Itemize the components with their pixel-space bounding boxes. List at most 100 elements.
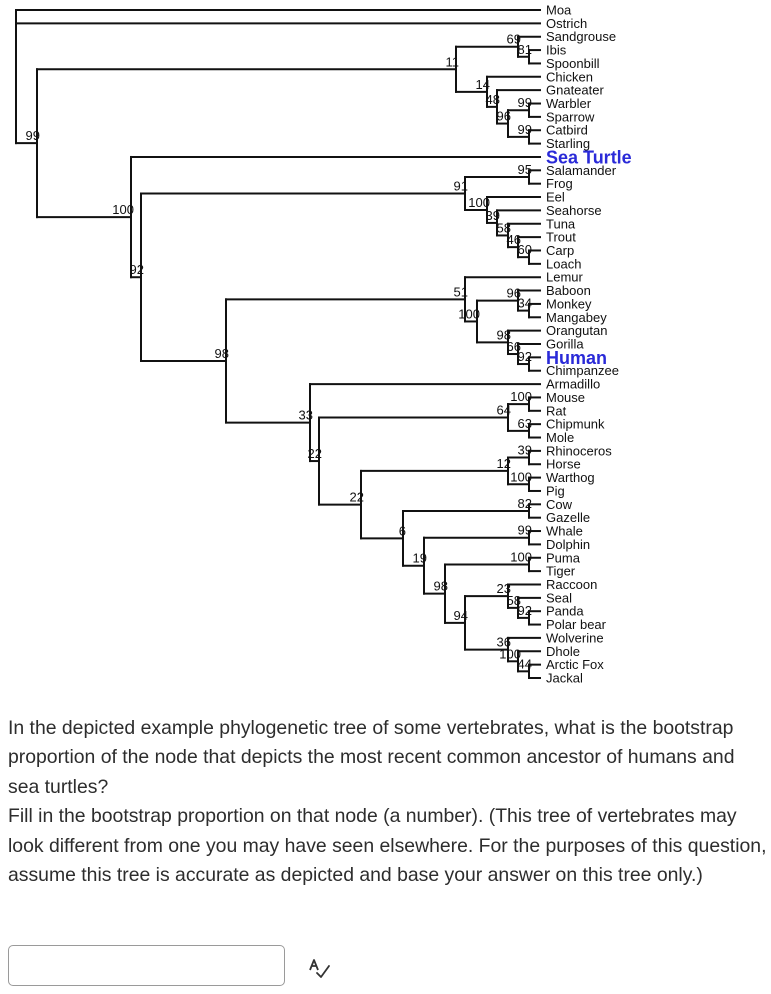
leaf-label-cow: Cow (546, 497, 573, 512)
leaf-label-gnateater: Gnateater (546, 83, 604, 98)
leaf-label-chipmunk: Chipmunk (546, 417, 605, 432)
leaf-label-orangutan: Orangutan (546, 323, 607, 338)
spellcheck-icon[interactable] (308, 958, 332, 980)
leaf-label-puma: Puma (546, 550, 581, 565)
bootstrap-label: 92 (130, 262, 144, 277)
leaf-label-baboon: Baboon (546, 283, 591, 298)
leaf-label-spoonbill: Spoonbill (546, 56, 600, 71)
bootstrap-label: 34 (518, 296, 532, 311)
leaf-label-mole: Mole (546, 430, 574, 445)
leaf-label-chicken: Chicken (546, 69, 593, 84)
leaf-label-dhole: Dhole (546, 644, 580, 659)
leaf-label-polar-bear: Polar bear (546, 617, 607, 632)
bootstrap-label: 95 (518, 162, 532, 177)
leaf-label-raccoon: Raccoon (546, 577, 597, 592)
leaf-label-dolphin: Dolphin (546, 537, 590, 552)
leaf-label-horse: Horse (546, 457, 581, 472)
bootstrap-label: 63 (518, 416, 532, 431)
bootstrap-label: 48 (486, 92, 500, 107)
bootstrap-label: 66 (507, 339, 521, 354)
bootstrap-label: 100 (468, 195, 490, 210)
bootstrap-label: 58 (507, 593, 521, 608)
bootstrap-label: 91 (454, 178, 468, 193)
bootstrap-label: 14 (476, 77, 490, 92)
bootstrap-label: 100 (510, 549, 532, 564)
bootstrap-label: 99 (518, 523, 532, 538)
bootstrap-label: 23 (497, 581, 511, 596)
bootstrap-label: 51 (454, 284, 468, 299)
bootstrap-label: 44 (518, 656, 532, 671)
leaf-label-carp: Carp (546, 243, 574, 258)
leaf-label-warthog: Warthog (546, 470, 595, 485)
leaf-label-seahorse: Seahorse (546, 203, 602, 218)
bootstrap-label: 64 (497, 402, 511, 417)
leaf-label-tuna: Tuna (546, 216, 576, 231)
leaf-label-chimpanzee: Chimpanzee (546, 363, 619, 378)
bootstrap-label: 100 (510, 389, 532, 404)
bootstrap-label: 6 (399, 523, 406, 538)
leaf-label-seal: Seal (546, 590, 572, 605)
leaf-label-frog: Frog (546, 176, 573, 191)
bootstrap-label: 96 (507, 286, 521, 301)
bootstrap-label: 100 (112, 202, 134, 217)
leaf-label-mangabey: Mangabey (546, 310, 607, 325)
phylogenetic-tree: MoaOstrichSandgrouseIbisSpoonbillChicken… (15, 3, 632, 686)
leaf-label-sea-turtle: Sea Turtle (546, 147, 632, 167)
question-text: In the depicted example phylogenetic tre… (8, 714, 770, 890)
leaf-label-salamander: Salamander (546, 163, 617, 178)
leaf-label-sandgrouse: Sandgrouse (546, 29, 616, 44)
bootstrap-label: 22 (350, 490, 364, 505)
question-paragraph-2: Fill in the bootstrap proportion on that… (8, 805, 767, 887)
bootstrap-label: 98 (497, 327, 511, 342)
bootstrap-label: 60 (518, 242, 532, 257)
leaf-label-moa: Moa (546, 3, 572, 18)
bootstrap-label: 100 (510, 469, 532, 484)
bootstrap-label: 98 (215, 346, 229, 361)
leaf-label-panda: Panda (546, 604, 584, 619)
leaf-label-jackal: Jackal (546, 671, 583, 686)
bootstrap-label: 33 (299, 408, 313, 423)
bootstrap-label: 11 (446, 54, 460, 69)
bootstrap-label: 19 (413, 551, 427, 566)
bootstrap-label: 94 (454, 608, 468, 623)
leaf-label-gazelle: Gazelle (546, 510, 590, 525)
leaf-label-rat: Rat (546, 403, 567, 418)
bootstrap-label: 36 (497, 635, 511, 650)
leaf-label-wolverine: Wolverine (546, 630, 604, 645)
leaf-label-pig: Pig (546, 483, 565, 498)
bootstrap-label: 69 (507, 32, 521, 47)
leaf-label-lemur: Lemur (546, 270, 584, 285)
leaf-label-ostrich: Ostrich (546, 16, 587, 31)
bootstrap-label: 99 (26, 128, 40, 143)
bootstrap-label: 39 (518, 443, 532, 458)
leaf-label-monkey: Monkey (546, 296, 592, 311)
bootstrap-label: 98 (434, 579, 448, 594)
leaf-label-starling: Starling (546, 136, 590, 151)
leaf-label-rhinoceros: Rhinoceros (546, 443, 612, 458)
bootstrap-label: 96 (497, 109, 511, 124)
question-paragraph-1: In the depicted example phylogenetic tre… (8, 717, 735, 798)
leaf-label-catbird: Catbird (546, 123, 588, 138)
bootstrap-label: 82 (518, 496, 532, 511)
leaf-label-loach: Loach (546, 256, 581, 271)
leaf-label-sparrow: Sparrow (546, 109, 595, 124)
leaf-label-tiger: Tiger (546, 564, 576, 579)
bootstrap-label: 58 (497, 220, 511, 235)
bootstrap-label: 46 (507, 232, 521, 247)
leaf-label-mouse: Mouse (546, 390, 585, 405)
leaf-label-whale: Whale (546, 524, 583, 539)
leaf-label-human: Human (546, 348, 607, 368)
bootstrap-label: 22 (308, 446, 322, 461)
leaf-label-armadillo: Armadillo (546, 377, 600, 392)
bootstrap-label: 92 (518, 603, 532, 618)
answer-input[interactable] (8, 945, 285, 986)
bootstrap-label: 100 (458, 306, 480, 321)
leaf-label-trout: Trout (546, 230, 576, 245)
bootstrap-label: 92 (518, 349, 532, 364)
bootstrap-label: 12 (497, 456, 511, 471)
bootstrap-label: 99 (518, 122, 532, 137)
leaf-label-warbler: Warbler (546, 96, 592, 111)
bootstrap-label: 81 (518, 42, 532, 57)
leaf-label-eel: Eel (546, 190, 565, 205)
bootstrap-label: 100 (499, 646, 521, 661)
